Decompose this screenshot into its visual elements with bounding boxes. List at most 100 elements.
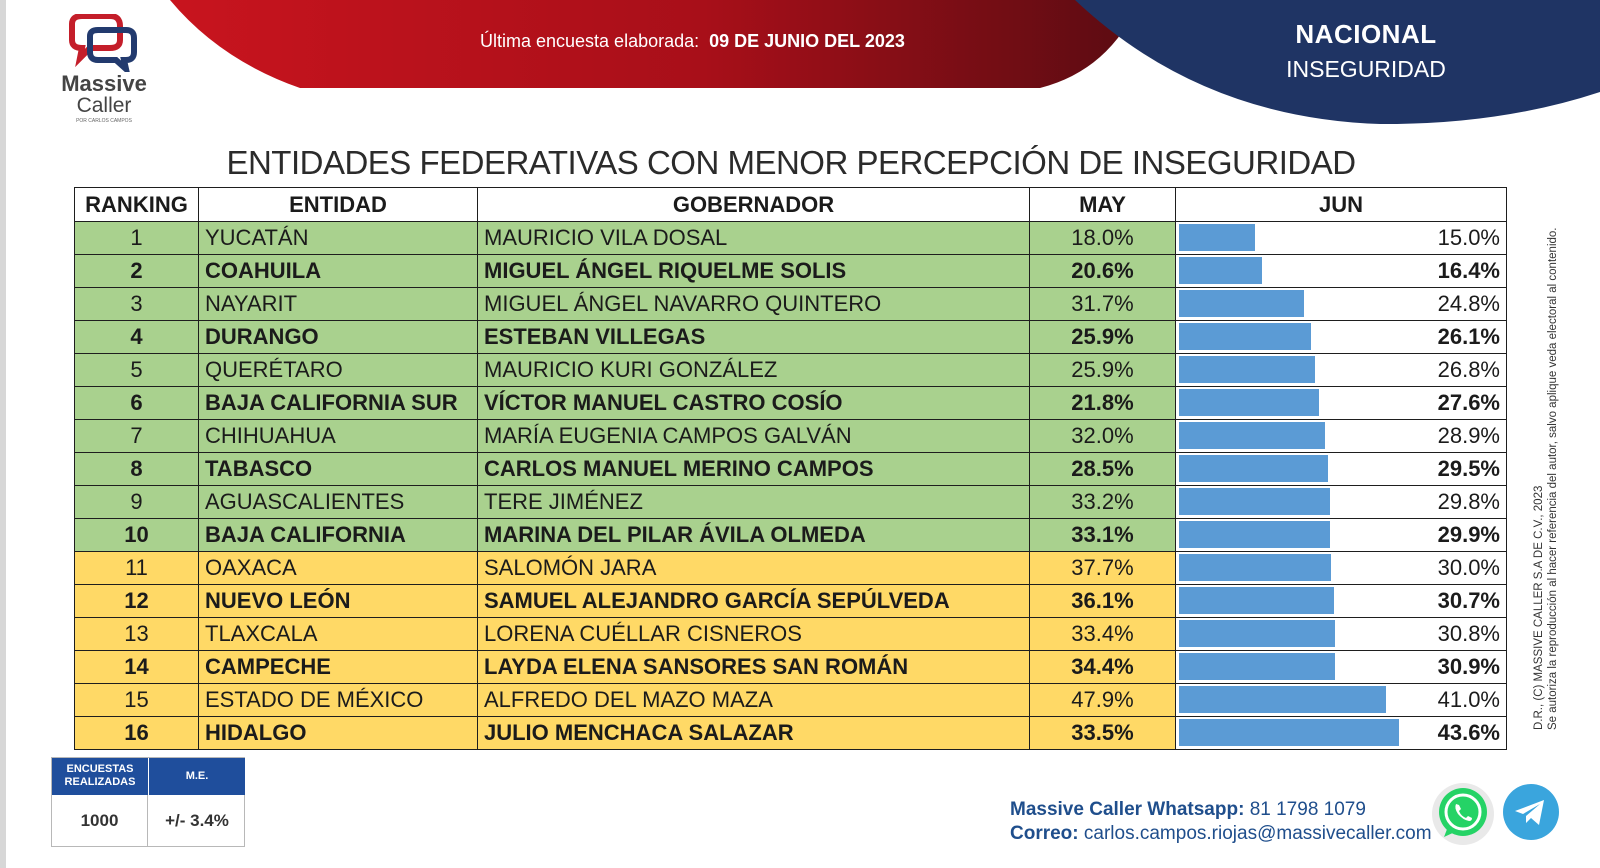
cell-gobernador: SALOMÓN JARA (477, 551, 1030, 585)
jun-bar (1179, 323, 1311, 350)
cell-jun: 43.6% (1175, 716, 1507, 750)
cell-gobernador: MAURICIO KURI GONZÁLEZ (477, 353, 1030, 387)
cell-jun: 29.8% (1175, 485, 1507, 519)
logo-text-caller: Caller (76, 94, 132, 117)
jun-bar (1179, 653, 1335, 680)
jun-bar (1179, 587, 1334, 614)
jun-bar (1179, 554, 1331, 581)
email-label: Correo: (1010, 823, 1079, 844)
jun-bar (1179, 719, 1399, 746)
cell-jun: 29.9% (1175, 518, 1507, 552)
cell-jun: 30.9% (1175, 650, 1507, 684)
page-title: ENTIDADES FEDERATIVAS CON MENOR PERCEPCI… (226, 144, 1356, 181)
cell-entidad: TLAXCALA (198, 617, 478, 651)
cell-may: 33.2% (1029, 485, 1176, 519)
jun-value: 29.5% (1437, 456, 1500, 481)
header-red-band (170, 0, 1140, 88)
topic-label: INSEGURIDAD (1286, 56, 1446, 82)
massive-caller-logo: Massive Caller POR CARLOS CAMPOS (54, 14, 154, 124)
encuestas-header: ENCUESTAS REALIZADAS (52, 758, 148, 795)
cell-rank: 5 (74, 353, 199, 387)
cell-rank: 15 (74, 683, 199, 717)
jun-value: 30.0% (1437, 555, 1500, 580)
table-row: 9 AGUASCALIENTES TERE JIMÉNEZ 33.2% 29.8% (74, 485, 1507, 519)
cell-rank: 9 (74, 485, 199, 519)
cell-may: 47.9% (1029, 683, 1176, 717)
jun-value: 41.0% (1437, 687, 1500, 712)
cell-may: 25.9% (1029, 320, 1176, 354)
region-label: NACIONAL (1295, 19, 1437, 49)
table-row: 15 ESTADO DE MÉXICO ALFREDO DEL MAZO MAZA 4… (74, 683, 1507, 717)
whatsapp-label: Massive Caller Whatsapp: (1010, 799, 1245, 820)
telegram-icon[interactable] (1502, 783, 1560, 841)
cell-jun: 30.7% (1175, 584, 1507, 618)
jun-value: 29.9% (1437, 522, 1500, 547)
survey-date: 09 DE JUNIO DEL 2023 (709, 31, 905, 51)
cell-may: 33.5% (1029, 716, 1176, 750)
cell-may: 31.7% (1029, 287, 1176, 321)
jun-value: 30.7% (1437, 588, 1500, 613)
table-row: 8 TABASCO CARLOS MANUEL MERINO CAMPOS 28.5%… (74, 452, 1507, 486)
contact-info: Massive Caller Whatsapp: 81 1798 1079 Co… (1010, 798, 1432, 846)
jun-bar (1179, 521, 1330, 548)
cell-gobernador: TERE JIMÉNEZ (477, 485, 1030, 519)
margin-error-value: +/- 3.4% (165, 811, 229, 830)
cell-entidad: OAXACA (198, 551, 478, 585)
cell-jun: 28.9% (1175, 419, 1507, 453)
jun-value: 30.8% (1437, 621, 1500, 646)
jun-bar (1179, 389, 1319, 416)
copyright-line-1: D.R., (C) MASSIVE CALLER S.A DE C.V., 20… (1533, 485, 1545, 730)
cell-may: 33.4% (1029, 617, 1176, 651)
table-row: 16 HIDALGO JULIO MENCHACA SALAZAR 33.5% 43.6… (74, 716, 1507, 750)
jun-bar (1179, 224, 1255, 251)
cell-entidad: NAYARIT (198, 287, 478, 321)
cell-entidad: BAJA CALIFORNIA (198, 518, 478, 552)
header-entidad: ENTIDAD (198, 187, 478, 222)
table-row: 6 BAJA CALIFORNIA SUR VÍCTOR MANUEL CASTRO… (74, 386, 1507, 420)
left-edge (0, 0, 6, 868)
table-row: 5 QUERÉTARO MAURICIO KURI GONZÁLEZ 25.9% 26.… (74, 353, 1507, 387)
whatsapp-icon[interactable] (1430, 781, 1496, 847)
survey-date-label: Última encuesta elaborada: (480, 31, 700, 51)
header-banner (170, 0, 1600, 125)
cell-entidad: ESTADO DE MÉXICO (198, 683, 478, 717)
cell-rank: 14 (74, 650, 199, 684)
whatsapp-number[interactable]: 81 1798 1079 (1249, 799, 1366, 820)
jun-value: 24.8% (1437, 291, 1500, 316)
cell-gobernador: ALFREDO DEL MAZO MAZA (477, 683, 1030, 717)
cell-may: 36.1% (1029, 584, 1176, 618)
cell-entidad: CHIHUAHUA (198, 419, 478, 453)
jun-bar (1179, 290, 1304, 317)
cell-jun: 16.4% (1175, 254, 1507, 288)
cell-rank: 11 (74, 551, 199, 585)
cell-gobernador: MIGUEL ÁNGEL RIQUELME SOLIS (477, 254, 1030, 288)
jun-value: 43.6% (1437, 720, 1500, 745)
jun-value: 29.8% (1437, 489, 1500, 514)
chat-bubbles-logo-icon (69, 14, 137, 72)
whatsapp-line: Massive Caller Whatsapp: 81 1798 1079 (1010, 798, 1432, 822)
cell-jun: 24.8% (1175, 287, 1507, 321)
jun-value: 15.0% (1437, 225, 1500, 250)
cell-entidad: TABASCO (198, 452, 478, 486)
logo-tagline: POR CARLOS CAMPOS (76, 118, 132, 124)
cell-rank: 1 (74, 221, 199, 255)
jun-bar (1179, 356, 1315, 383)
header-may: MAY (1029, 187, 1176, 222)
cell-may: 28.5% (1029, 452, 1176, 486)
jun-value: 28.9% (1437, 423, 1500, 448)
jun-value: 16.4% (1437, 258, 1500, 283)
survey-stats-box: ENCUESTAS REALIZADAS M.E. 1000 +/- 3.4% (51, 757, 245, 847)
table-row: 3 NAYARIT MIGUEL ÁNGEL NAVARRO QUINTERO 31.… (74, 287, 1507, 321)
cell-may: 37.7% (1029, 551, 1176, 585)
cell-may: 33.1% (1029, 518, 1176, 552)
cell-gobernador: MARINA DEL PILAR ÁVILA OLMEDA (477, 518, 1030, 552)
table-row: 13 TLAXCALA LORENA CUÉLLAR CISNEROS 33.4% 30… (74, 617, 1507, 651)
jun-bar (1179, 455, 1328, 482)
cell-entidad: HIDALGO (198, 716, 478, 750)
cell-entidad: NUEVO LEÓN (198, 584, 478, 618)
jun-value: 30.9% (1437, 654, 1500, 679)
email-address[interactable]: carlos.campos.riojas@massivecaller.com (1083, 823, 1432, 844)
cell-rank: 4 (74, 320, 199, 354)
table-row: 4 DURANGO ESTEBAN VILLEGAS 25.9% 26.1% (74, 320, 1507, 354)
cell-gobernador: LAYDA ELENA SANSORES SAN ROMÁN (477, 650, 1030, 684)
